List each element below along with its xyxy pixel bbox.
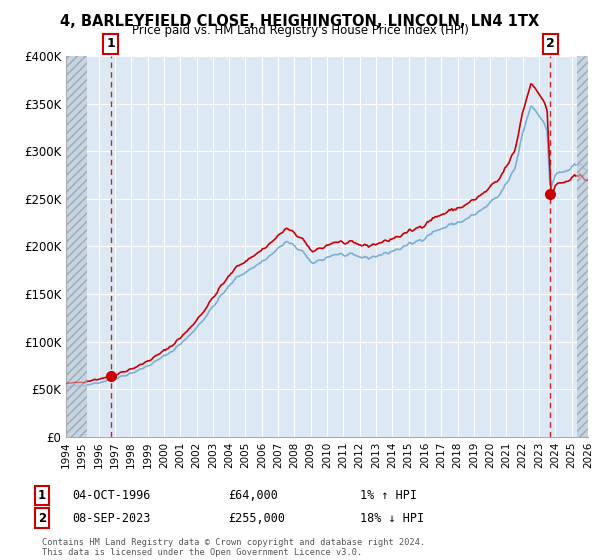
Text: 2: 2 [546, 38, 554, 50]
Text: Price paid vs. HM Land Registry's House Price Index (HPI): Price paid vs. HM Land Registry's House … [131, 24, 469, 37]
Text: 18% ↓ HPI: 18% ↓ HPI [360, 511, 424, 525]
Text: 2: 2 [38, 511, 46, 525]
Text: £255,000: £255,000 [228, 511, 285, 525]
Text: 1% ↑ HPI: 1% ↑ HPI [360, 489, 417, 502]
Bar [66, 56, 87, 437]
Text: Contains HM Land Registry data © Crown copyright and database right 2024.
This d: Contains HM Land Registry data © Crown c… [42, 538, 425, 557]
Text: 08-SEP-2023: 08-SEP-2023 [72, 511, 151, 525]
Text: 1: 1 [38, 489, 46, 502]
Text: 04-OCT-1996: 04-OCT-1996 [72, 489, 151, 502]
Text: 1: 1 [106, 38, 115, 50]
Text: £64,000: £64,000 [228, 489, 278, 502]
Bar [577, 56, 588, 437]
Text: 4, BARLEYFIELD CLOSE, HEIGHINGTON, LINCOLN, LN4 1TX: 4, BARLEYFIELD CLOSE, HEIGHINGTON, LINCO… [61, 14, 539, 29]
